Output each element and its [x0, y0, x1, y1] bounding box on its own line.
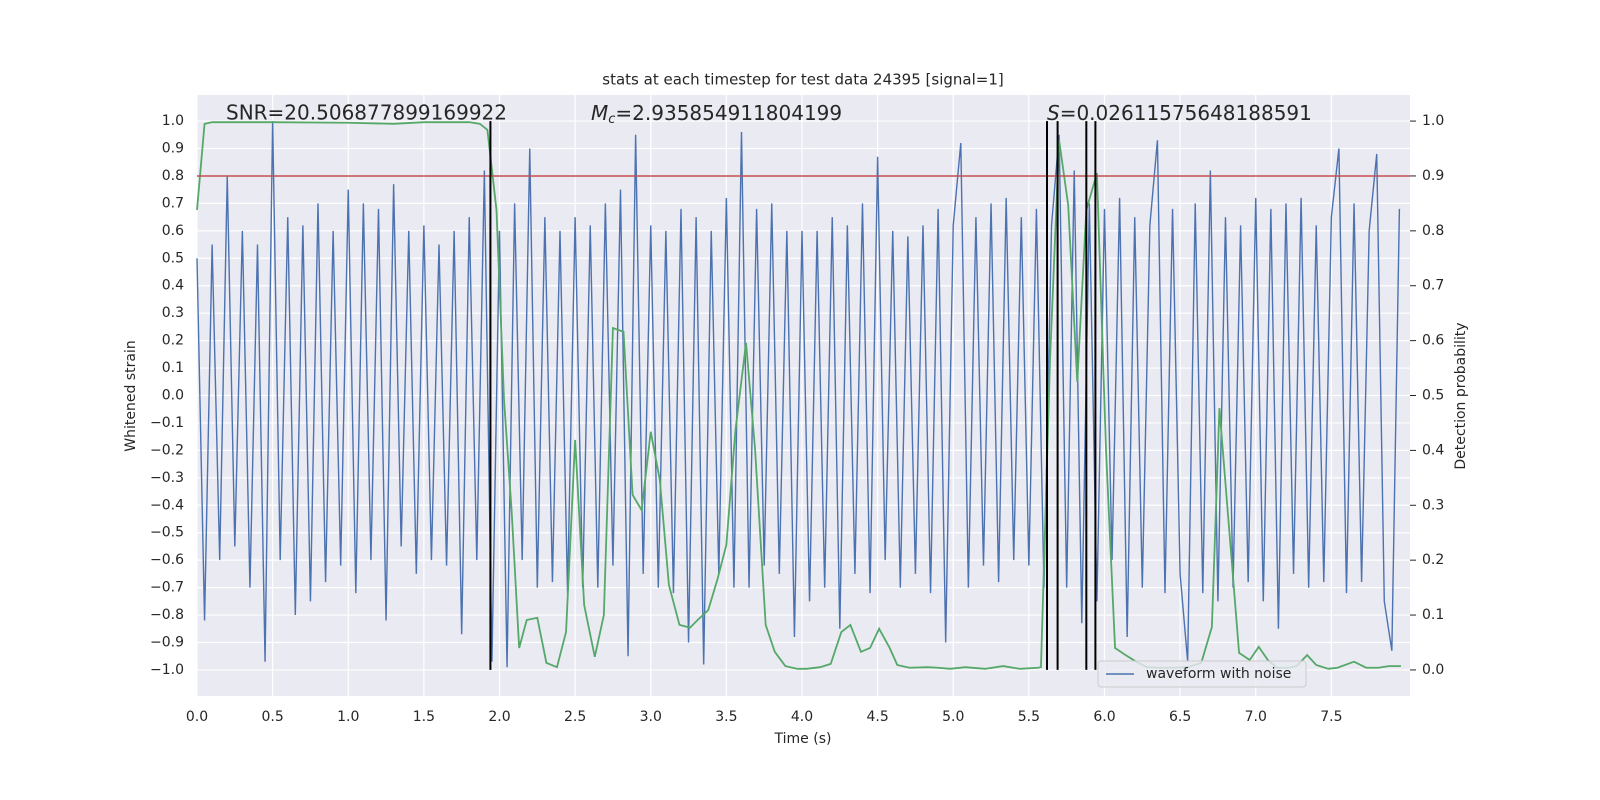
plot-area [196, 95, 1410, 696]
x-tick-label: 3.5 [715, 709, 737, 725]
chart-title: stats at each timestep for test data 243… [602, 71, 1003, 89]
mc-annotation: Mc=2.935854911804199 [591, 101, 842, 127]
y2-tick-label: 0.0 [1422, 662, 1444, 678]
y2-tick-label: 0.1 [1422, 607, 1444, 623]
y-tick-label: 0.8 [162, 168, 184, 184]
x-tick-label: 1.5 [413, 709, 435, 725]
series-line [196, 121, 1401, 670]
y2-axis-label: Detection probability [1453, 322, 1469, 469]
y-tick-label: −0.6 [150, 552, 184, 568]
s-value: =0.02611575648188591 [1060, 101, 1312, 125]
y-tick-label: 0.0 [162, 388, 184, 404]
y-tick-label: −1.0 [150, 662, 184, 678]
y-tick-label: 0.3 [162, 305, 184, 321]
y-tick-label: −0.4 [150, 497, 184, 513]
y-tick-label: −0.8 [150, 607, 184, 623]
y-tick-label: −0.3 [150, 470, 184, 486]
y2-tick-label: 0.4 [1422, 442, 1444, 458]
y-tick-label: 0.5 [162, 250, 184, 266]
x-tick-label: 0.0 [186, 709, 208, 725]
y2-tick-label: 0.6 [1422, 333, 1444, 349]
x-tick-label: 0.5 [261, 709, 283, 725]
x-tick-label: 5.5 [1018, 709, 1040, 725]
y-tick-label: 0.7 [162, 195, 184, 211]
y2-tick-label: 1.0 [1422, 113, 1444, 129]
x-tick-label: 7.0 [1245, 709, 1267, 725]
legend-label: waveform with noise [1146, 666, 1291, 682]
mc-subscript: c [608, 112, 615, 127]
series-line [196, 121, 1401, 668]
x-tick-label: 1.0 [337, 709, 359, 725]
x-tick-label: 3.0 [640, 709, 662, 725]
mc-value: =2.935854911804199 [615, 101, 842, 125]
y2-tick-label: 0.7 [1422, 278, 1444, 294]
mc-symbol: M [591, 101, 608, 125]
x-tick-label: 2.5 [564, 709, 586, 725]
s-symbol: S [1047, 101, 1060, 125]
y-tick-label: 0.2 [162, 333, 184, 349]
x-tick-label: 5.0 [942, 709, 964, 725]
y-tick-label: 0.4 [162, 278, 184, 294]
y-tick-label: −0.5 [150, 525, 184, 541]
y-tick-label: 1.0 [162, 113, 184, 129]
x-tick-label: 6.0 [1093, 709, 1115, 725]
y-tick-label: −0.2 [150, 442, 184, 458]
y-tick-label: −0.1 [150, 415, 184, 431]
labels: stats at each timestep for test data 243… [123, 71, 1469, 748]
x-axis-label: Time (s) [774, 731, 832, 747]
y-tick-label: 0.9 [162, 141, 184, 157]
legend-box [1097, 660, 1307, 688]
y-tick-label: −0.7 [150, 580, 184, 596]
y2-tick-label: 0.5 [1422, 388, 1444, 404]
y2-tick-label: 0.9 [1422, 168, 1444, 184]
s-annotation: S=0.02611575648188591 [1047, 101, 1312, 125]
y-tick-label: −0.9 [150, 634, 184, 650]
x-tick-label: 4.5 [866, 709, 888, 725]
y2-tick-label: 0.8 [1422, 223, 1444, 239]
y2-tick-label: 0.2 [1422, 552, 1444, 568]
x-tick-label: 4.0 [791, 709, 813, 725]
y2-tick-label: 0.3 [1422, 497, 1444, 513]
marks [196, 121, 1410, 670]
x-tick-label: 7.5 [1320, 709, 1342, 725]
snr-annotation: SNR=20.506877899169922 [226, 101, 507, 125]
y-axis-label: Whitened strain [123, 340, 139, 451]
x-tick-label: 2.0 [488, 709, 510, 725]
x-tick-label: 6.5 [1169, 709, 1191, 725]
y-tick-label: 0.1 [162, 360, 184, 376]
y-tick-label: 0.6 [162, 223, 184, 239]
